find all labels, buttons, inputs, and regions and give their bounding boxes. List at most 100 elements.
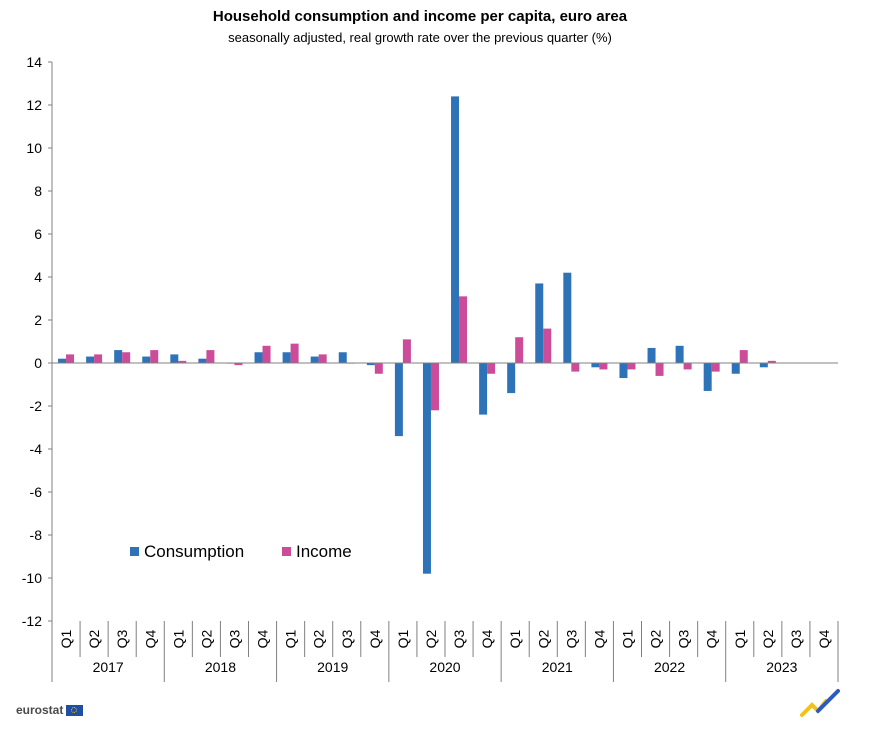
quarter-label: Q2 [648, 629, 664, 648]
legend-income-label: Income [296, 542, 352, 561]
y-tick-label: 4 [34, 269, 42, 285]
quarter-label: Q4 [816, 629, 832, 648]
quarter-label: Q1 [507, 629, 523, 648]
income-bar [430, 363, 439, 411]
consumption-bar [170, 354, 179, 363]
legend-consumption-label: Consumption [144, 542, 244, 561]
y-tick-label: 12 [26, 97, 42, 113]
y-tick-label: -12 [22, 613, 42, 629]
income-bar [262, 345, 271, 363]
quarter-label: Q1 [619, 629, 635, 648]
year-label: 2018 [205, 659, 236, 675]
income-bar [374, 363, 383, 374]
income-bar [515, 337, 524, 363]
consumption-bar [338, 352, 347, 363]
income-bar [599, 363, 608, 370]
income-bar [402, 339, 411, 363]
quarter-label: Q3 [451, 629, 467, 648]
consumption-bar [647, 347, 656, 363]
income-bar [571, 363, 580, 372]
income-bar [318, 354, 327, 363]
quarter-label: Q3 [788, 629, 804, 648]
legend-consumption-swatch [130, 547, 139, 556]
income-bar [290, 343, 299, 363]
consumption-bar [254, 352, 263, 363]
quarter-label: Q2 [86, 629, 102, 648]
chart-subtitle: seasonally adjusted, real growth rate ov… [228, 30, 612, 45]
y-tick-label: 14 [26, 54, 42, 70]
legend-income-swatch [282, 547, 291, 556]
quarter-label: Q4 [479, 629, 495, 648]
quarter-label: Q4 [367, 629, 383, 648]
quarter-label: Q3 [563, 629, 579, 648]
quarter-label: Q4 [142, 629, 158, 648]
consumption-bar [563, 272, 572, 363]
quarter-label: Q4 [591, 629, 607, 648]
income-bar [150, 350, 159, 363]
quarter-label: Q1 [732, 629, 748, 648]
income-bar [178, 360, 187, 363]
consumption-bar [310, 356, 319, 363]
consumption-bar [731, 363, 740, 374]
y-tick-label: -4 [30, 441, 43, 457]
year-label: 2017 [93, 659, 124, 675]
income-bar [206, 350, 215, 363]
y-tick-label: 10 [26, 140, 42, 156]
income-bar [683, 363, 692, 370]
quarter-label: Q4 [255, 629, 271, 648]
y-tick-label: -8 [30, 527, 43, 543]
income-bar [627, 363, 636, 370]
year-label: 2021 [542, 659, 573, 675]
y-tick-label: 2 [34, 312, 42, 328]
y-tick-label: -10 [22, 570, 42, 586]
year-label: 2019 [317, 659, 348, 675]
quarter-label: Q3 [226, 629, 242, 648]
quarter-label: Q1 [395, 629, 411, 648]
consumption-bar [535, 283, 544, 363]
income-bar [459, 296, 468, 363]
year-label: 2020 [429, 659, 460, 675]
consumption-bar [507, 363, 516, 394]
consumption-bar [58, 358, 67, 363]
quarter-label: Q2 [760, 629, 776, 648]
quarter-label: Q1 [170, 629, 186, 648]
consumption-bar [198, 358, 207, 363]
quarter-label: Q3 [676, 629, 692, 648]
consumption-bar [479, 363, 488, 415]
consumption-bar [366, 363, 375, 366]
income-bar [655, 363, 664, 376]
brand-text: eurostat [16, 703, 64, 717]
quarter-label: Q3 [339, 629, 355, 648]
income-bar [739, 350, 748, 363]
consumption-bar [619, 363, 628, 379]
income-bar [94, 354, 103, 363]
quarter-label: Q2 [311, 629, 327, 648]
eurostat-logo: eurostat [16, 703, 84, 717]
year-label: 2023 [766, 659, 797, 675]
quarter-label: Q2 [423, 629, 439, 648]
quarter-label: Q2 [198, 629, 214, 648]
y-tick-label: -2 [30, 398, 43, 414]
consumption-bar [394, 363, 403, 437]
eu-flag-icon [66, 704, 84, 716]
income-bar [487, 363, 496, 374]
consumption-bar [675, 345, 684, 363]
consumption-bar [142, 356, 151, 363]
income-bar [767, 360, 776, 363]
consumption-bar [422, 363, 431, 574]
chart-title: Household consumption and income per cap… [212, 8, 628, 25]
y-tick-label: 0 [34, 355, 42, 371]
income-bar [711, 363, 720, 372]
quarter-label: Q1 [58, 629, 74, 648]
consumption-bar [759, 363, 768, 368]
income-bar [122, 352, 131, 363]
quarter-label: Q3 [114, 629, 130, 648]
income-bar [234, 363, 243, 366]
income-bar [66, 354, 75, 363]
y-tick-label: 8 [34, 183, 42, 199]
consumption-bar [703, 363, 712, 391]
year-label: 2022 [654, 659, 685, 675]
consumption-bar [591, 363, 600, 368]
consumption-bar [114, 350, 123, 363]
y-tick-label: 6 [34, 226, 42, 242]
